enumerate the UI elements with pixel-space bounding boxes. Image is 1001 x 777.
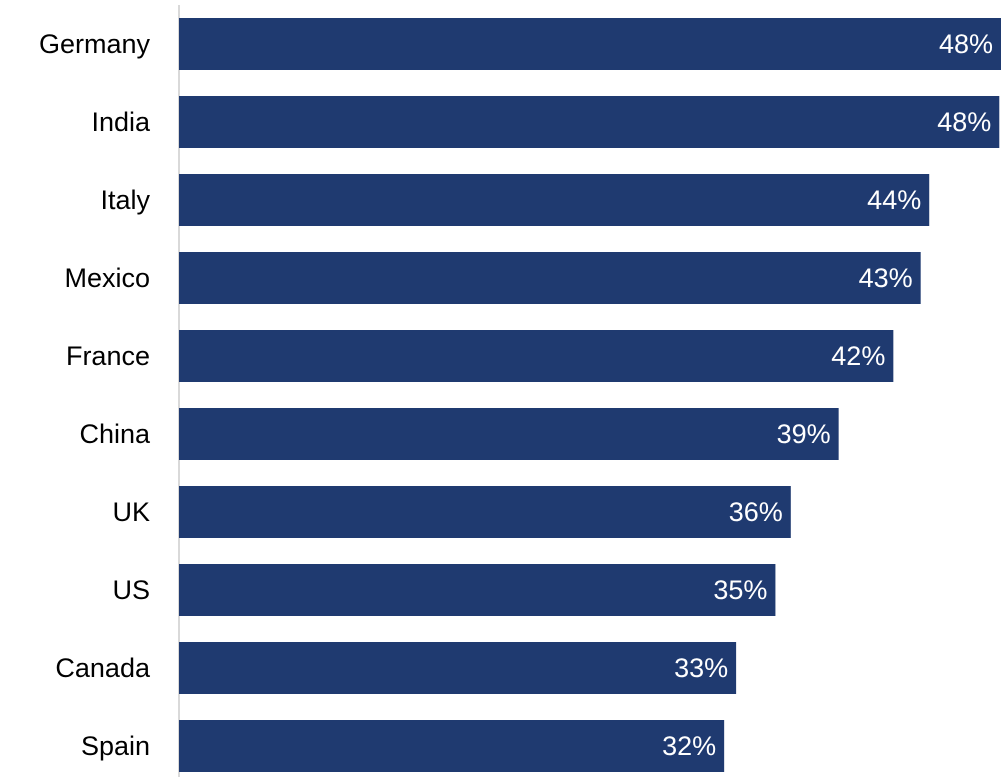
bar (179, 330, 894, 382)
bar-row: UK 36% (112, 486, 791, 538)
bar (179, 408, 839, 460)
bar (179, 174, 930, 226)
value-label: 48% (937, 107, 991, 137)
category-label: Spain (81, 731, 150, 761)
category-label: Canada (55, 653, 151, 683)
value-label: 32% (662, 731, 716, 761)
bar (179, 642, 737, 694)
bar (179, 252, 921, 304)
bar-row: France 42% (66, 330, 894, 382)
bar (179, 720, 725, 772)
category-label: Mexico (64, 263, 150, 293)
bar-row: Germany 48% (39, 18, 1001, 70)
bar (179, 96, 1000, 148)
bar (179, 486, 791, 538)
bar-row: US 35% (112, 564, 776, 616)
value-label: 48% (939, 29, 993, 59)
bar (179, 18, 1001, 70)
value-label: 33% (674, 653, 728, 683)
value-label: 44% (867, 185, 921, 215)
bar-row: Spain 32% (81, 720, 725, 772)
category-label: China (79, 419, 151, 449)
value-label: 43% (859, 263, 913, 293)
category-label: France (66, 341, 150, 371)
bar-row: India 48% (91, 96, 1000, 148)
value-label: 35% (713, 575, 767, 605)
category-label: India (91, 107, 151, 137)
bar (179, 564, 776, 616)
bar-row: China 39% (79, 408, 839, 460)
bar-row: Canada 33% (55, 642, 737, 694)
category-label: Italy (100, 185, 150, 215)
category-label: US (112, 575, 150, 605)
bar-row: Mexico 43% (64, 252, 921, 304)
value-label: 36% (729, 497, 783, 527)
bar-row: Italy 44% (100, 174, 930, 226)
value-label: 42% (831, 341, 885, 371)
category-label: Germany (39, 29, 151, 59)
category-label: UK (112, 497, 150, 527)
value-label: 39% (777, 419, 831, 449)
